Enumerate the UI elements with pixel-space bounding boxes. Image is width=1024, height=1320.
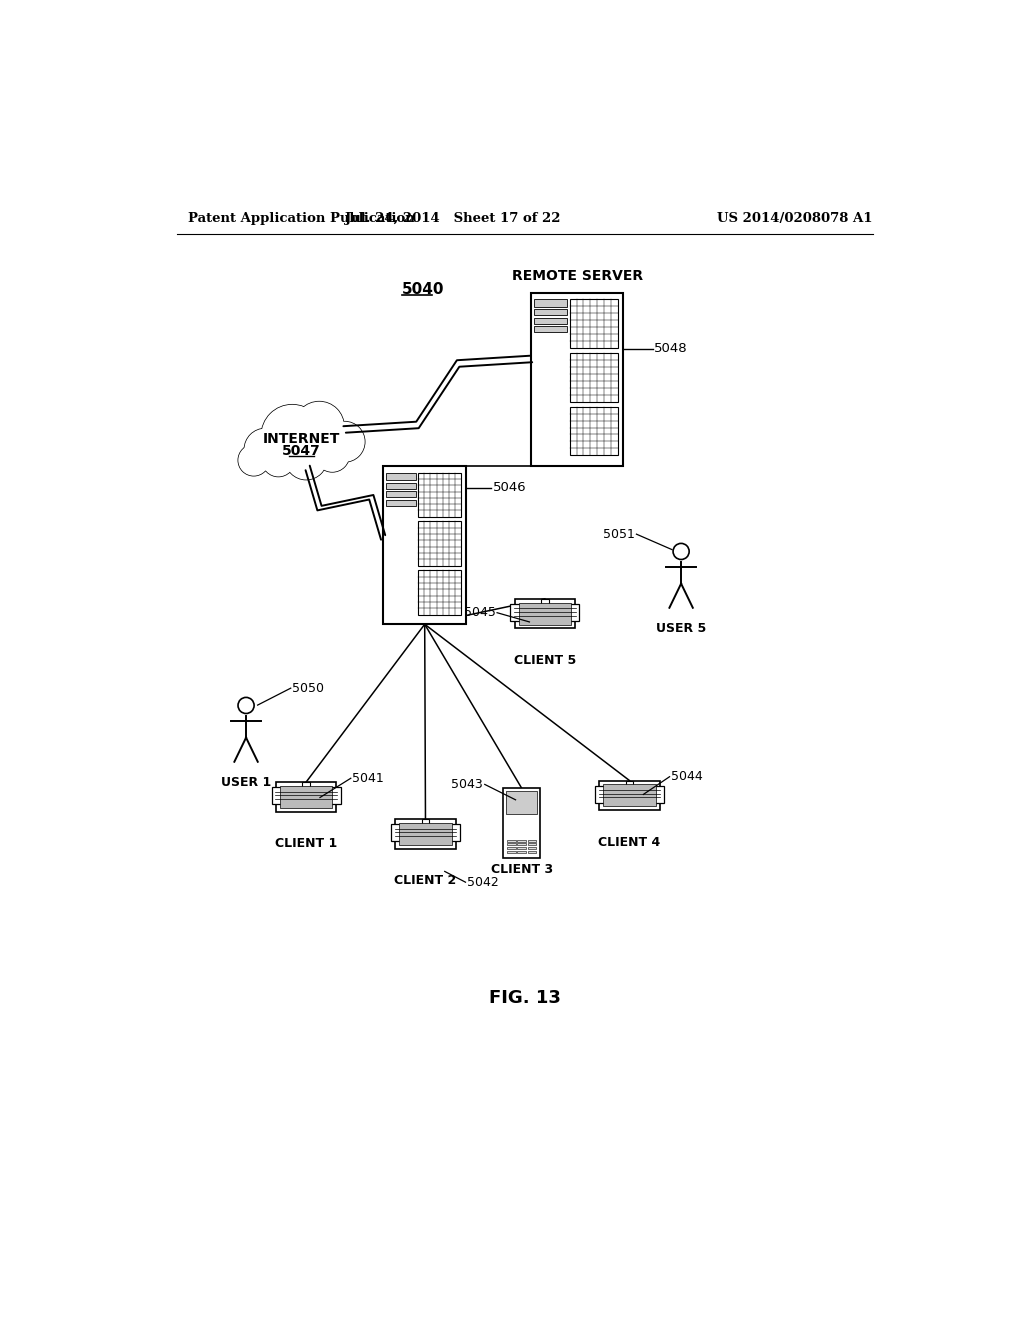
Bar xyxy=(395,818,456,849)
Text: Patent Application Publication: Patent Application Publication xyxy=(188,213,415,224)
Bar xyxy=(418,521,461,566)
Bar xyxy=(422,818,429,825)
Bar xyxy=(418,473,461,516)
Text: CLIENT 4: CLIENT 4 xyxy=(598,836,660,849)
Bar xyxy=(418,570,461,615)
Bar xyxy=(386,499,416,506)
Text: 5048: 5048 xyxy=(654,342,688,355)
Bar xyxy=(569,352,617,401)
Bar xyxy=(383,466,466,624)
Bar xyxy=(503,788,541,858)
Text: 5044: 5044 xyxy=(671,770,702,783)
Circle shape xyxy=(239,445,269,475)
Circle shape xyxy=(262,444,295,477)
Circle shape xyxy=(238,697,254,714)
Bar xyxy=(626,780,634,785)
Bar xyxy=(527,851,537,853)
Circle shape xyxy=(286,438,327,479)
Text: CLIENT 2: CLIENT 2 xyxy=(394,874,457,887)
Bar xyxy=(527,843,537,846)
Text: CLIENT 1: CLIENT 1 xyxy=(275,837,337,850)
Circle shape xyxy=(286,438,327,479)
Bar xyxy=(507,843,516,846)
Bar xyxy=(569,407,617,455)
Circle shape xyxy=(673,544,689,560)
Bar xyxy=(518,603,571,624)
Text: USER 1: USER 1 xyxy=(221,776,271,788)
Bar xyxy=(386,491,416,498)
Bar xyxy=(280,785,333,808)
Bar xyxy=(507,851,516,853)
Bar xyxy=(527,840,537,842)
Bar xyxy=(507,840,516,842)
Bar xyxy=(506,792,538,813)
Text: 5047: 5047 xyxy=(283,444,321,458)
Bar xyxy=(569,300,617,348)
Text: USER 5: USER 5 xyxy=(656,622,707,635)
Bar xyxy=(527,847,537,849)
Bar xyxy=(386,473,416,480)
Text: INTERNET: INTERNET xyxy=(263,433,340,446)
Text: 5043: 5043 xyxy=(452,777,483,791)
Text: REMOTE SERVER: REMOTE SERVER xyxy=(512,269,643,284)
Bar xyxy=(399,822,452,845)
Bar xyxy=(599,780,659,810)
Bar xyxy=(276,781,336,812)
Text: 5051: 5051 xyxy=(603,528,635,541)
Text: 5040: 5040 xyxy=(401,281,444,297)
Bar xyxy=(510,605,580,620)
Text: FIG. 13: FIG. 13 xyxy=(488,989,561,1007)
Circle shape xyxy=(316,438,348,471)
Circle shape xyxy=(326,422,364,461)
Circle shape xyxy=(295,403,343,450)
Bar xyxy=(541,599,549,605)
Bar xyxy=(535,326,567,333)
Circle shape xyxy=(245,429,286,470)
Circle shape xyxy=(315,438,349,471)
Bar xyxy=(535,318,567,323)
Bar xyxy=(391,825,460,841)
Bar xyxy=(517,843,526,846)
Bar xyxy=(603,784,655,807)
Bar xyxy=(386,483,416,488)
Text: 5045: 5045 xyxy=(464,606,496,619)
Circle shape xyxy=(325,422,365,462)
Bar xyxy=(535,300,567,308)
Bar xyxy=(302,781,310,788)
Circle shape xyxy=(239,445,268,475)
Text: 5050: 5050 xyxy=(292,681,325,694)
Text: 5041: 5041 xyxy=(352,772,384,785)
Circle shape xyxy=(295,401,344,451)
Bar xyxy=(595,785,664,803)
Bar xyxy=(517,840,526,842)
Text: Jul. 24, 2014   Sheet 17 of 22: Jul. 24, 2014 Sheet 17 of 22 xyxy=(345,213,560,224)
Circle shape xyxy=(263,445,294,475)
Bar xyxy=(531,293,624,466)
Text: US 2014/0208078 A1: US 2014/0208078 A1 xyxy=(717,213,872,224)
Bar xyxy=(507,847,516,849)
Text: 5046: 5046 xyxy=(493,482,526,495)
Text: 5042: 5042 xyxy=(467,875,499,888)
Bar xyxy=(517,847,526,849)
Bar xyxy=(515,599,574,628)
Bar xyxy=(535,309,567,315)
Bar xyxy=(517,851,526,853)
Text: CLIENT 5: CLIENT 5 xyxy=(514,653,575,667)
Circle shape xyxy=(245,429,286,470)
Circle shape xyxy=(261,405,323,466)
Bar xyxy=(271,788,341,804)
Text: CLIENT 3: CLIENT 3 xyxy=(490,862,553,875)
Circle shape xyxy=(262,405,323,466)
